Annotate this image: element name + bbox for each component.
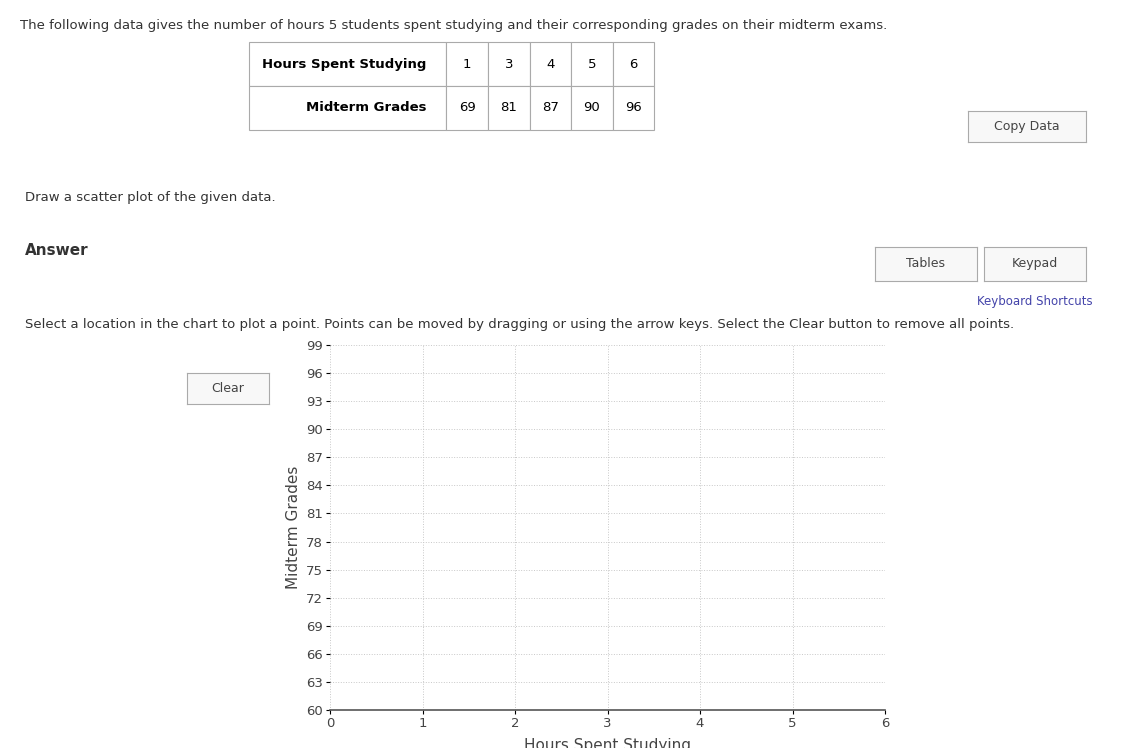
Y-axis label: Midterm Grades: Midterm Grades bbox=[286, 466, 300, 589]
Text: The following data gives the number of hours 5 students spent studying and their: The following data gives the number of h… bbox=[20, 19, 887, 31]
Text: Copy Data: Copy Data bbox=[994, 120, 1060, 133]
Text: Clear: Clear bbox=[211, 381, 245, 395]
Text: Select a location in the chart to plot a point. Points can be moved by dragging : Select a location in the chart to plot a… bbox=[25, 318, 1014, 331]
X-axis label: Hours Spent Studying: Hours Spent Studying bbox=[524, 738, 691, 748]
Text: Keyboard Shortcuts: Keyboard Shortcuts bbox=[977, 295, 1092, 308]
Text: Answer: Answer bbox=[25, 243, 88, 258]
Text: Tables: Tables bbox=[907, 257, 945, 270]
Text: Keypad: Keypad bbox=[1013, 257, 1058, 270]
Text: Draw a scatter plot of the given data.: Draw a scatter plot of the given data. bbox=[25, 191, 275, 203]
